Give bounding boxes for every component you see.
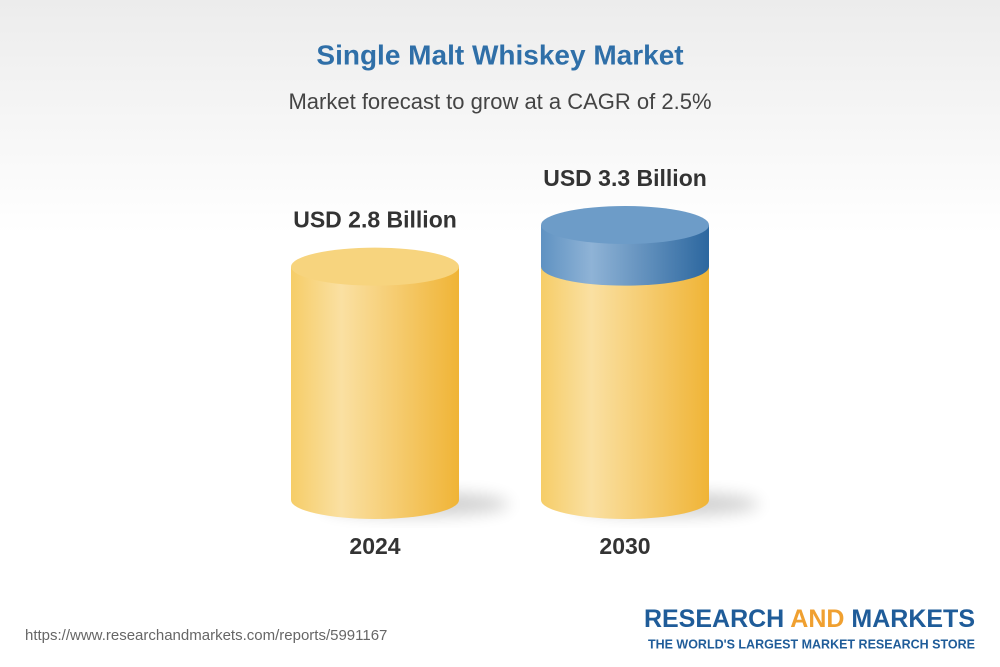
source-url: https://www.researchandmarkets.com/repor… [25, 627, 387, 644]
logo-part: MARKETS [851, 605, 975, 633]
cylinder-body [541, 225, 709, 519]
category-label: 2030 [599, 533, 650, 559]
category-label: 2024 [349, 533, 400, 559]
cylinder-top [291, 247, 459, 286]
chart-subtitle: Market forecast to grow at a CAGR of 2.5… [288, 89, 711, 114]
logo-part: RESEARCH [644, 605, 784, 633]
value-label: USD 2.8 Billion [293, 207, 457, 233]
logo-tagline: THE WORLD'S LARGEST MARKET RESEARCH STOR… [648, 637, 975, 651]
logo-part: AND [790, 605, 844, 633]
logo-name: RESEARCH AND MARKETS [644, 605, 975, 633]
cylinder-top [541, 206, 709, 244]
chart-title: Single Malt Whiskey Market [316, 39, 683, 70]
cylinder-body [291, 266, 459, 519]
value-label: USD 3.3 Billion [543, 165, 707, 191]
